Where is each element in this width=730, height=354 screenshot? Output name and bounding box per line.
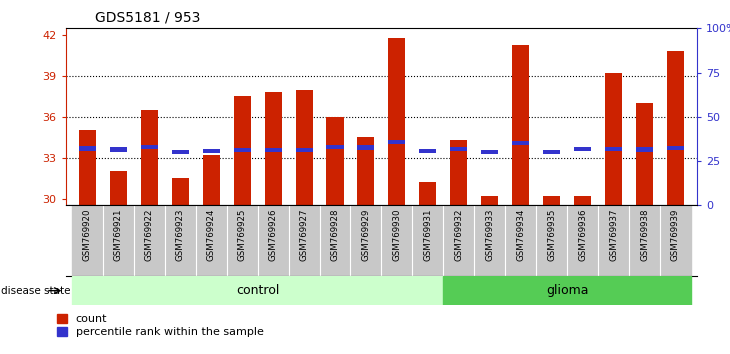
Text: GSM769938: GSM769938 [640,209,649,261]
Bar [258,205,288,276]
Bar [165,205,196,276]
Text: GSM769937: GSM769937 [609,209,618,261]
Text: GSM769929: GSM769929 [361,209,370,261]
Bar [79,130,96,205]
Text: GSM769932: GSM769932 [454,209,464,261]
Text: GSM769931: GSM769931 [423,209,432,261]
Text: GSM769925: GSM769925 [238,209,247,261]
Text: GSM769923: GSM769923 [176,209,185,261]
Bar [103,205,134,276]
Bar [636,147,653,152]
Text: disease state: disease state [1,286,70,296]
Text: GSM769922: GSM769922 [145,209,154,261]
Bar [443,205,475,276]
Text: control: control [236,284,280,297]
Bar [264,148,282,152]
Text: GSM769926: GSM769926 [269,209,277,261]
Bar [381,205,412,276]
Bar [172,149,189,154]
Bar [264,92,282,205]
Legend: count, percentile rank within the sample: count, percentile rank within the sample [57,314,264,337]
Bar [141,110,158,205]
Bar [358,137,374,205]
Bar [512,45,529,205]
Bar [388,38,405,205]
Text: GSM769933: GSM769933 [485,209,494,261]
Text: GSM769939: GSM769939 [671,209,680,261]
Bar [667,51,684,205]
Bar [388,140,405,144]
Bar [574,147,591,151]
Bar [505,205,537,276]
Text: GDS5181 / 953: GDS5181 / 953 [95,11,200,25]
Text: GSM769935: GSM769935 [548,209,556,261]
Text: GSM769936: GSM769936 [578,209,587,261]
Text: GSM769927: GSM769927 [299,209,309,261]
Bar [450,140,467,205]
Bar [110,147,127,152]
Bar [474,205,505,276]
Bar [141,145,158,149]
Bar [443,276,691,305]
Bar [72,276,443,305]
Bar [134,205,165,276]
Bar [110,171,127,205]
Bar [419,149,437,153]
Bar [481,196,499,205]
Bar [543,196,560,205]
Bar [326,145,344,149]
Bar [320,205,350,276]
Bar [605,147,622,151]
Bar [481,150,499,154]
Bar [636,103,653,205]
Text: GSM769934: GSM769934 [516,209,525,261]
Text: GSM769924: GSM769924 [207,209,215,261]
Bar [203,155,220,205]
Bar [296,90,312,205]
Bar [598,205,629,276]
Bar [512,141,529,145]
Bar [660,205,691,276]
Bar [234,96,250,205]
Bar [203,149,220,153]
Bar [412,205,443,276]
Bar [537,205,567,276]
Bar [574,196,591,205]
Bar [358,145,374,150]
Text: GSM769920: GSM769920 [83,209,92,261]
Bar [296,148,312,152]
Bar [172,178,189,205]
Text: glioma: glioma [546,284,588,297]
Bar [629,205,660,276]
Text: GSM769930: GSM769930 [393,209,402,261]
Bar [234,148,250,152]
Bar [226,205,258,276]
Text: GSM769928: GSM769928 [331,209,339,261]
Bar [72,205,103,276]
Bar [326,117,344,205]
Bar [543,150,560,154]
Bar [567,205,598,276]
Bar [288,205,320,276]
Bar [605,73,622,205]
Bar [667,145,684,150]
Bar [419,182,437,205]
Bar [350,205,381,276]
Bar [79,146,96,151]
Text: GSM769921: GSM769921 [114,209,123,261]
Bar [450,147,467,151]
Bar [196,205,226,276]
